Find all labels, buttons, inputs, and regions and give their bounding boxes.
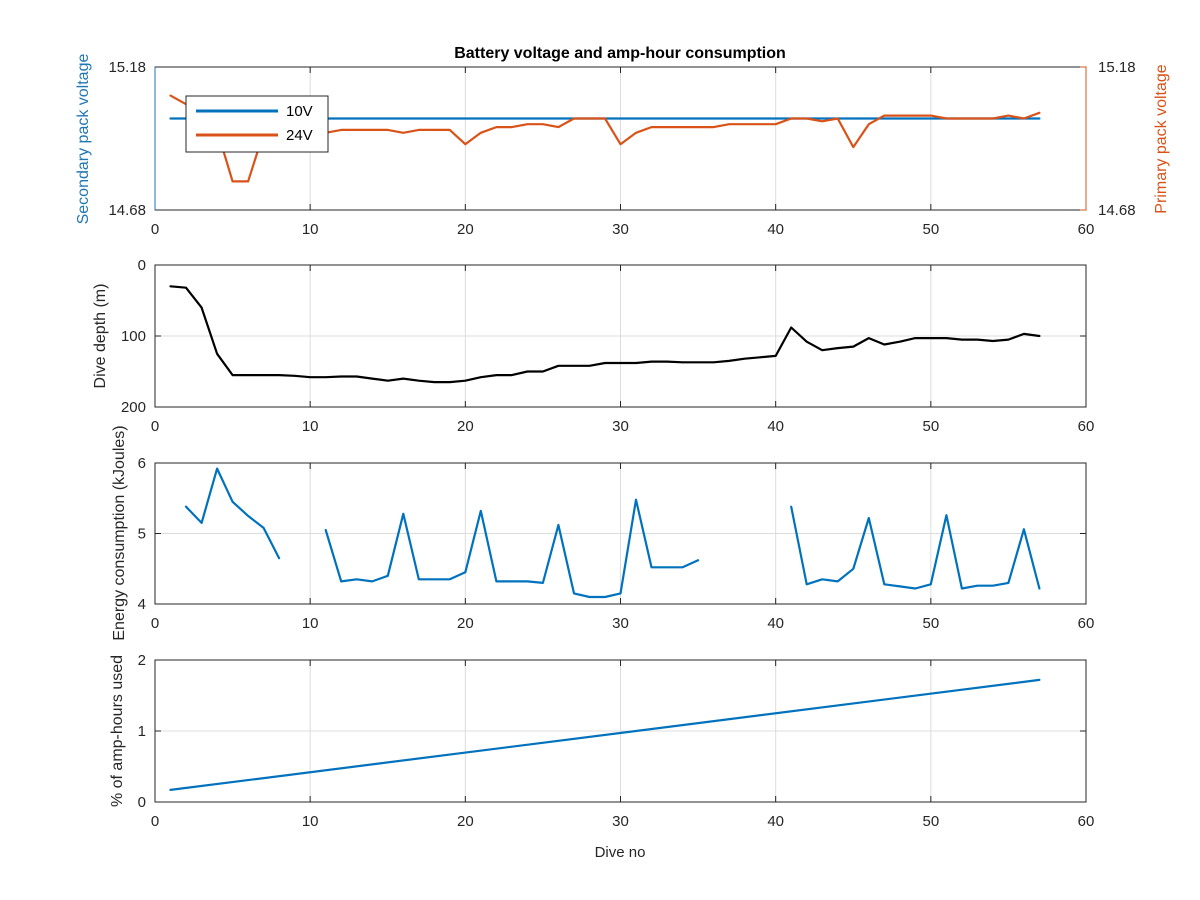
x-tick-label: 30 [612,813,629,830]
voltage-panel: Battery voltage and amp-hour consumption… [75,45,1170,238]
y-tick-label: 0 [138,257,146,274]
x-tick-label: 50 [922,221,939,238]
x-tick-label: 30 [612,615,629,632]
x-tick-label: 20 [457,615,474,632]
x-tick-label: 0 [151,813,159,830]
x-tick-label: 20 [457,221,474,238]
right-y-tick-label: 15.18 [1098,59,1136,76]
series-line [324,498,700,599]
dive-no-axis-label: Dive no [595,844,646,861]
y-tick-label: 100 [121,328,146,345]
y-tick-label: 4 [138,596,146,613]
x-tick-label: 20 [457,813,474,830]
series-line [169,678,1041,791]
voltage-legend: 10V 24V [185,95,329,153]
x-tick-label: 10 [302,418,319,435]
x-tick-label: 20 [457,418,474,435]
x-tick-label: 60 [1078,813,1095,830]
x-tick-label: 40 [767,221,784,238]
y-tick-label: 200 [121,399,146,416]
legend-box [185,95,329,153]
amp-hours-panel: 0 10 20 30 40 50 60 0 1 2 % of amp-hours used Di… [109,652,1094,861]
series-line [184,467,281,560]
energy-panel: 0 10 20 30 40 50 60 4 5 6 Energy consumption (kJ… [111,425,1094,640]
legend-label-10v: 10V [286,103,313,120]
energy-axis-label: Energy consumption (kJoules) [111,425,128,640]
right-y-tick-label: 14.68 [1098,202,1136,219]
x-tick-label: 10 [302,813,319,830]
x-tick-label: 40 [767,418,784,435]
x-tick-label: 50 [922,418,939,435]
y-tick-label: 6 [138,455,146,472]
amp-hours-axis-label: % of amp-hours used [109,655,126,807]
x-tick-label: 10 [302,221,319,238]
dive-depth-panel: 0 10 20 30 40 50 60 0 100 200 Dive depth (m) [92,257,1094,435]
series-line [169,285,1041,384]
y-tick-label: 0 [138,794,146,811]
x-tick-label: 30 [612,418,629,435]
y-tick-label: 2 [138,652,146,669]
x-tick-label: 60 [1078,418,1095,435]
x-tick-label: 50 [922,813,939,830]
primary-voltage-axis-label: Primary pack voltage [1153,64,1170,213]
y-tick-label: 15.18 [108,59,146,76]
x-tick-label: 40 [767,813,784,830]
x-tick-label: 40 [767,615,784,632]
x-tick-label: 0 [151,615,159,632]
voltage-chart-title: Battery voltage and amp-hour consumption [454,45,786,62]
x-tick-label: 30 [612,221,629,238]
x-tick-label: 60 [1078,615,1095,632]
secondary-voltage-axis-label: Secondary pack voltage [75,54,92,225]
legend-label-24v: 24V [286,127,313,144]
x-tick-label: 50 [922,615,939,632]
y-tick-label: 5 [138,526,146,543]
x-tick-label: 60 [1078,221,1095,238]
dive-depth-axis-label: Dive depth (m) [92,284,109,389]
series-line [790,505,1041,590]
y-tick-label: 14.68 [108,202,146,219]
x-tick-label: 0 [151,418,159,435]
x-tick-label: 10 [302,615,319,632]
x-tick-label: 0 [151,221,159,238]
y-tick-label: 1 [138,723,146,740]
